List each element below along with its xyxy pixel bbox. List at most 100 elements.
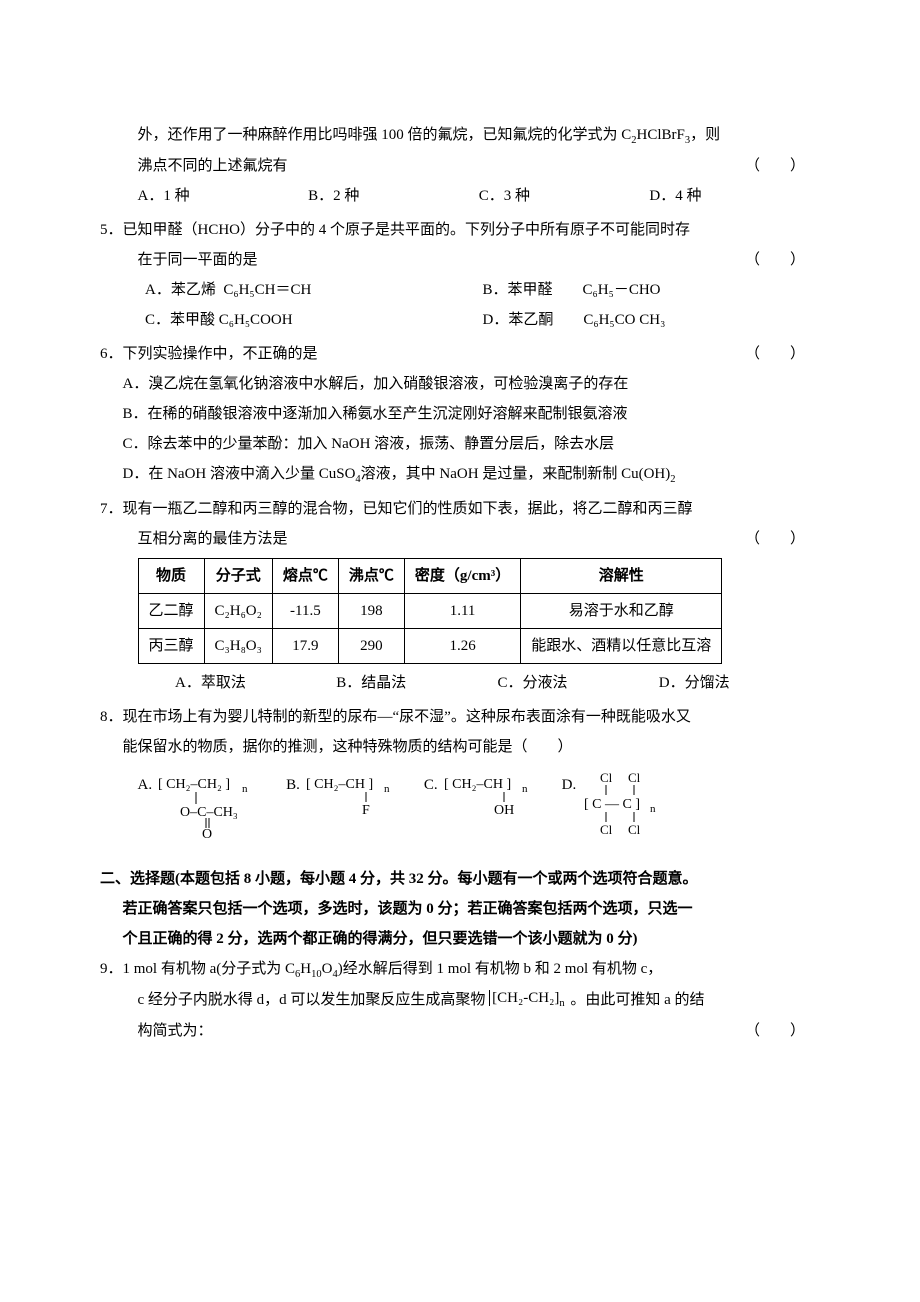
q4-stem-end: 沸点不同的上述氟烷有 [138, 151, 288, 181]
svg-text:Cl: Cl [628, 822, 641, 837]
q8-options: A. [ CH₂–CH₂ ] n O–C–CH₃ O B. [ CH₂–CH ]… [100, 770, 820, 840]
q9-stem-end: 构简式为： [138, 1016, 213, 1046]
q8-line1: 8． 现在市场上有为婴儿特制的新型的尿布—“尿不湿”。这种尿布表面涂有一种既能吸… [100, 702, 820, 732]
svg-text:n: n [650, 803, 656, 815]
q9-stem-1: 1 mol 有机物 a(分子式为 C6H10O4)经水解后得到 1 mol 有机… [123, 954, 820, 985]
q9-line3: 构简式为： （ ） [100, 1016, 820, 1046]
section-line-2: 若正确答案只包括一个选项，多选时，该题为 0 分；若正确答案包括两个选项，只选一 [100, 894, 820, 924]
option-b: B．在稀的硝酸银溶液中逐渐加入稀氨水至产生沉淀刚好溶解来配制银氨溶液 [100, 399, 820, 429]
table-header-row: 物质 分子式 熔点℃ 沸点℃ 密度（g/cm³） 溶解性 [138, 559, 722, 594]
structure-icon: Cl Cl [ C — C ] n Cl Cl [582, 770, 672, 840]
q5-line1: 5． 已知甲醛（HCHO）分子中的 4 个原子是共平面的。下列分子中所有原子不可… [100, 215, 820, 245]
answer-blank: （ ） [745, 1016, 820, 1046]
svg-text:F: F [362, 803, 370, 818]
option-c: C．苯甲酸 C₆H₅COOH [145, 305, 483, 335]
svg-text:O: O [202, 827, 212, 840]
option-a: A．1 种 [138, 181, 309, 211]
polymer-formula: [CH₂-CH₂]n [489, 990, 566, 1006]
q5-options-row1: A．苯乙烯 C₆H₅CH＝CH B．苯甲醛 C₆H₅－CHO [100, 275, 820, 305]
option-d: D．在 NaOH 溶液中滴入少量 CuSO4溶液，其中 NaOH 是过量，来配制… [100, 459, 820, 490]
svg-text:n: n [242, 783, 248, 795]
q7-line2: 互相分离的最佳方法是 （ ） [100, 524, 820, 554]
q4-options: A．1 种 B．2 种 C．3 种 D．4 种 [100, 181, 820, 211]
question-number: 8． [100, 702, 123, 732]
q8-stem-2: 能保留水的物质，据你的推测，这种特殊物质的结构可能是（ ） [100, 732, 820, 762]
section-2-header: 二、选择题(本题包括 8 小题，每小题 4 分，共 32 分。每小题有一个或两个… [100, 864, 820, 954]
option-a: A．溴乙烷在氢氧化钠溶液中水解后，加入硝酸银溶液，可检验溴离子的存在 [100, 369, 820, 399]
col-substance: 物质 [138, 559, 204, 594]
svg-text:[ CH₂–CH₂ ]: [ CH₂–CH₂ ] [158, 777, 230, 792]
option-b: B．苯甲醛 C₆H₅－CHO [483, 275, 821, 305]
question-6: 6．下列实验操作中，不正确的是 （ ） A．溴乙烷在氢氧化钠溶液中水解后，加入硝… [100, 339, 820, 490]
option-b: B．结晶法 [336, 668, 497, 698]
option-b: B．2 种 [308, 181, 479, 211]
structure-icon: [ CH₂–CH ] n F [306, 770, 406, 820]
answer-blank: （ ） [745, 524, 820, 554]
section-line-1: 二、选择题(本题包括 8 小题，每小题 4 分，共 32 分。每小题有一个或两个… [100, 864, 820, 894]
col-density: 密度（g/cm³） [404, 559, 520, 594]
table-row: 乙二醇 C₂H₆O₂ -11.5 198 1.11 易溶于水和乙醇 [138, 594, 722, 629]
q9-line1: 9． 1 mol 有机物 a(分子式为 C6H10O4)经水解后得到 1 mol… [100, 954, 820, 985]
option-a: A．萃取法 [175, 668, 336, 698]
q8-stem-1: 现在市场上有为婴儿特制的新型的尿布—“尿不湿”。这种尿布表面涂有一种既能吸水又 [123, 702, 820, 732]
q5-stem-1: 已知甲醛（HCHO）分子中的 4 个原子是共平面的。下列分子中所有原子不可能同时… [123, 215, 820, 245]
svg-text:OH: OH [494, 803, 514, 818]
question-8: 8． 现在市场上有为婴儿特制的新型的尿布—“尿不湿”。这种尿布表面涂有一种既能吸… [100, 702, 820, 840]
question-5: 5． 已知甲醛（HCHO）分子中的 4 个原子是共平面的。下列分子中所有原子不可… [100, 215, 820, 335]
question-number: 9． [100, 954, 123, 985]
col-solubility: 溶解性 [521, 559, 722, 594]
col-bp: 沸点℃ [338, 559, 404, 594]
svg-text:O–C–CH₃: O–C–CH₃ [180, 805, 238, 820]
q7-stem-2: 互相分离的最佳方法是 [138, 524, 288, 554]
q7-stem-1: 现有一瓶乙二醇和丙三醇的混合物，已知它们的性质如下表，据此，将乙二醇和丙三醇 [123, 494, 820, 524]
q4-line1: 外，还作用了一种麻醉作用比吗啡强 100 倍的氟烷，已知氟烷的化学式为 C2HC… [100, 120, 820, 151]
q4-text-1: 外，还作用了一种麻醉作用比吗啡强 100 倍的氟烷，已知氟烷的化学式为 C [138, 127, 632, 143]
q4-text-tail: ，则 [690, 127, 720, 143]
answer-blank: （ ） [745, 339, 820, 369]
option-c: C．分液法 [498, 668, 659, 698]
q4-formula: 2HClBrF3 [631, 127, 690, 143]
answer-blank: （ ） [745, 245, 820, 275]
question-number: 5． [100, 215, 123, 245]
q6-stem: 6．下列实验操作中，不正确的是 （ ） [100, 339, 820, 369]
table-row: 丙三醇 C₃H₈O₃ 17.9 290 1.26 能跟水、酒精以任意比互溶 [138, 629, 722, 664]
svg-text:[ C — C ]: [ C — C ] [584, 797, 640, 812]
option-c: C．3 种 [479, 181, 650, 211]
option-c: C．除去苯中的少量苯酚：加入 NaOH 溶液，振荡、静置分层后，除去水层 [100, 429, 820, 459]
q7-line1: 7． 现有一瓶乙二醇和丙三醇的混合物，已知它们的性质如下表，据此，将乙二醇和丙三… [100, 494, 820, 524]
svg-text:Cl: Cl [628, 770, 641, 785]
q5-stem-2: 在于同一平面的是 [138, 245, 258, 275]
option-d: D. ClCl [ C — C ] n ClCl [562, 770, 673, 840]
properties-table: 物质 分子式 熔点℃ 沸点℃ 密度（g/cm³） 溶解性 乙二醇 C₂H₆O₂ … [138, 558, 723, 664]
question-9: 9． 1 mol 有机物 a(分子式为 C6H10O4)经水解后得到 1 mol… [100, 954, 820, 1046]
svg-text:Cl: Cl [600, 822, 613, 837]
question-4-continuation: 外，还作用了一种麻醉作用比吗啡强 100 倍的氟烷，已知氟烷的化学式为 C2HC… [100, 120, 820, 211]
option-a: A. [ CH₂–CH₂ ] n O–C–CH₃ O [138, 770, 269, 840]
section-line-3: 个且正确的得 2 分，选两个都正确的得满分，但只要选错一个该小题就为 0 分) [100, 924, 820, 954]
q6-stem-text: 下列实验操作中，不正确的是 [123, 346, 318, 362]
svg-text:[ CH₂–CH ]: [ CH₂–CH ] [444, 777, 511, 792]
q5-line2: 在于同一平面的是 （ ） [100, 245, 820, 275]
svg-text:Cl: Cl [600, 770, 613, 785]
col-mp: 熔点℃ [272, 559, 338, 594]
structure-icon: [ CH₂–CH₂ ] n O–C–CH₃ O [158, 770, 268, 840]
option-c: C. [ CH₂–CH ] n OH [424, 770, 544, 820]
q5-options-row2: C．苯甲酸 C₆H₅COOH D．苯乙酮 C₆H₅CO CH₃ [100, 305, 820, 335]
svg-text:n: n [384, 783, 390, 795]
question-7: 7． 现有一瓶乙二醇和丙三醇的混合物，已知它们的性质如下表，据此，将乙二醇和丙三… [100, 494, 820, 698]
question-number: 7． [100, 494, 123, 524]
q9-line2: c 经分子内脱水得 d，d 可以发生加聚反应生成高聚物 [CH₂-CH₂]n 。… [100, 985, 820, 1016]
col-formula: 分子式 [204, 559, 272, 594]
answer-blank: （ ） [745, 151, 820, 181]
question-number: 6． [100, 346, 123, 362]
svg-text:[ CH₂–CH ]: [ CH₂–CH ] [306, 777, 373, 792]
option-d: D．4 种 [649, 181, 820, 211]
q4-line2: 沸点不同的上述氟烷有 （ ） [100, 151, 820, 181]
option-d: D．苯乙酮 C₆H₅CO CH₃ [483, 305, 821, 335]
q7-options: A．萃取法 B．结晶法 C．分液法 D．分馏法 [100, 668, 820, 698]
svg-text:n: n [522, 783, 528, 795]
option-b: B. [ CH₂–CH ] n F [286, 770, 406, 820]
structure-icon: [ CH₂–CH ] n OH [444, 770, 544, 820]
option-a: A．苯乙烯 C₆H₅CH＝CH [145, 275, 483, 305]
option-d: D．分馏法 [659, 668, 820, 698]
